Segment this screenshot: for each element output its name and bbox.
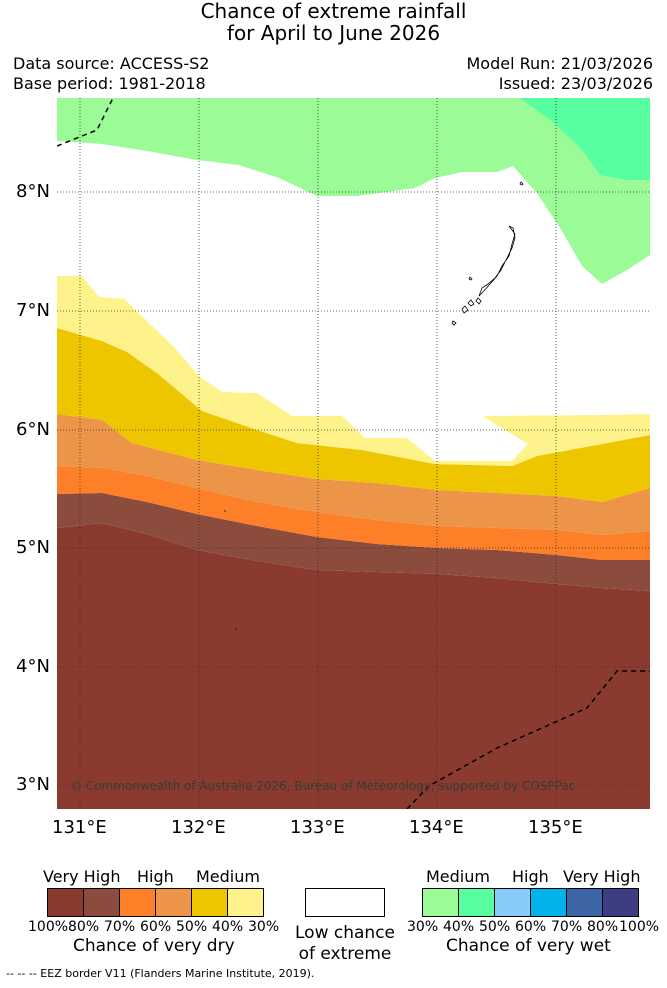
issued-date: Issued: 23/03/2026 xyxy=(498,74,653,93)
legend-dry-caption: Chance of very dry xyxy=(73,936,235,956)
legend-wet-caption: Chance of very wet xyxy=(446,936,611,956)
legend-wet-high: High xyxy=(512,867,549,886)
map-title-line1: Chance of extreme rainfall xyxy=(200,0,467,23)
legend-dry-swatch-1 xyxy=(48,889,84,916)
legend-wet-tick-70: 70% xyxy=(551,919,583,935)
islet-2 xyxy=(235,628,237,630)
lat-label-3n: 3°N xyxy=(16,774,50,795)
legend-low-line2: of extreme xyxy=(298,944,392,964)
legend-wet-tick-100: 100% xyxy=(619,919,660,935)
region-wet-40-50 xyxy=(520,98,650,180)
legend-dry-very-high: Very High xyxy=(43,867,121,886)
legend-dry-swatch-4 xyxy=(156,889,192,916)
region-dry-100-80 xyxy=(57,523,650,809)
legend-wet-tick-50: 50% xyxy=(479,919,511,935)
region-dry-50-40 xyxy=(57,328,650,502)
palau-islands xyxy=(451,181,524,326)
lon-label-133e: 133°E xyxy=(290,817,345,838)
lat-label-6n: 6°N xyxy=(16,419,50,440)
lat-label-7n: 7°N xyxy=(16,300,50,321)
lat-label-5n: 5°N xyxy=(16,537,50,558)
eez-border-south xyxy=(406,670,650,809)
legend-dry-tick-70: 70% xyxy=(104,919,136,935)
legend-wet-swatch-2 xyxy=(459,889,495,916)
legend-wet-swatch-4 xyxy=(531,889,567,916)
lat-label-4n: 4°N xyxy=(16,656,50,677)
legend-dry-tick-80: 80% xyxy=(68,919,100,935)
legend-dry-tick-40: 40% xyxy=(212,919,244,935)
lon-label-134e: 134°E xyxy=(409,817,464,838)
region-dry-40-30 xyxy=(57,276,650,466)
region-dry-80-70 xyxy=(57,493,650,591)
lon-label-135e: 135°E xyxy=(528,817,583,838)
region-dry-70-60 xyxy=(57,466,650,560)
legend-dry-tick-60: 60% xyxy=(140,919,172,935)
legend-wet-medium: Medium xyxy=(426,867,490,886)
region-wet-30-40 xyxy=(57,98,650,284)
legend-wet-swatch-3 xyxy=(495,889,531,916)
legend-dry-swatch-5 xyxy=(192,889,228,916)
legend-wet-tick-40: 40% xyxy=(443,919,475,935)
legend-low-line1: Low chance xyxy=(295,923,395,943)
legend-dry-high: High xyxy=(137,867,174,886)
legend-low-chance-swatch xyxy=(305,888,385,917)
legend-dry-tick-30: 30% xyxy=(248,919,280,935)
legend-dry-colorbar xyxy=(47,888,264,917)
legend-low-chance-label: Low chance of extreme xyxy=(290,923,400,965)
legend-wet-swatch-5 xyxy=(567,889,603,916)
islet-1 xyxy=(224,510,226,512)
map-title-line2: for April to June 2026 xyxy=(226,21,441,45)
model-run: Model Run: 21/03/2026 xyxy=(466,54,654,73)
legend-wet-tick-30: 30% xyxy=(407,919,439,935)
copyright-text: © Commonwealth of Australia 2026, Bureau… xyxy=(70,779,576,793)
base-period: Base period: 1981-2018 xyxy=(13,74,206,93)
legend-dry-tick-50: 50% xyxy=(176,919,208,935)
legend-wet-tick-60: 60% xyxy=(515,919,547,935)
eez-border-note: -- -- -- EEZ border V11 (Flanders Marine… xyxy=(6,967,315,980)
region-dry-60-50 xyxy=(57,414,650,535)
legend-wet-very-high: Very High xyxy=(563,867,641,886)
legend-dry-medium: Medium xyxy=(196,867,260,886)
lat-label-8n: 8°N xyxy=(16,181,50,202)
legend-wet-tick-80: 80% xyxy=(587,919,619,935)
eez-border-north xyxy=(57,98,114,147)
lon-label-131e: 131°E xyxy=(52,817,107,838)
data-source: Data source: ACCESS-S2 xyxy=(13,54,210,73)
legend-wet-swatch-1 xyxy=(423,889,459,916)
legend-wet-swatch-6 xyxy=(603,889,638,916)
legend-dry-swatch-6 xyxy=(228,889,263,916)
legend-dry-swatch-3 xyxy=(120,889,156,916)
lon-label-132e: 132°E xyxy=(171,817,226,838)
rainfall-map xyxy=(57,98,650,809)
legend-wet-colorbar xyxy=(422,888,639,917)
legend-dry-tick-100: 100% xyxy=(28,919,69,935)
legend-dry-swatch-2 xyxy=(84,889,120,916)
